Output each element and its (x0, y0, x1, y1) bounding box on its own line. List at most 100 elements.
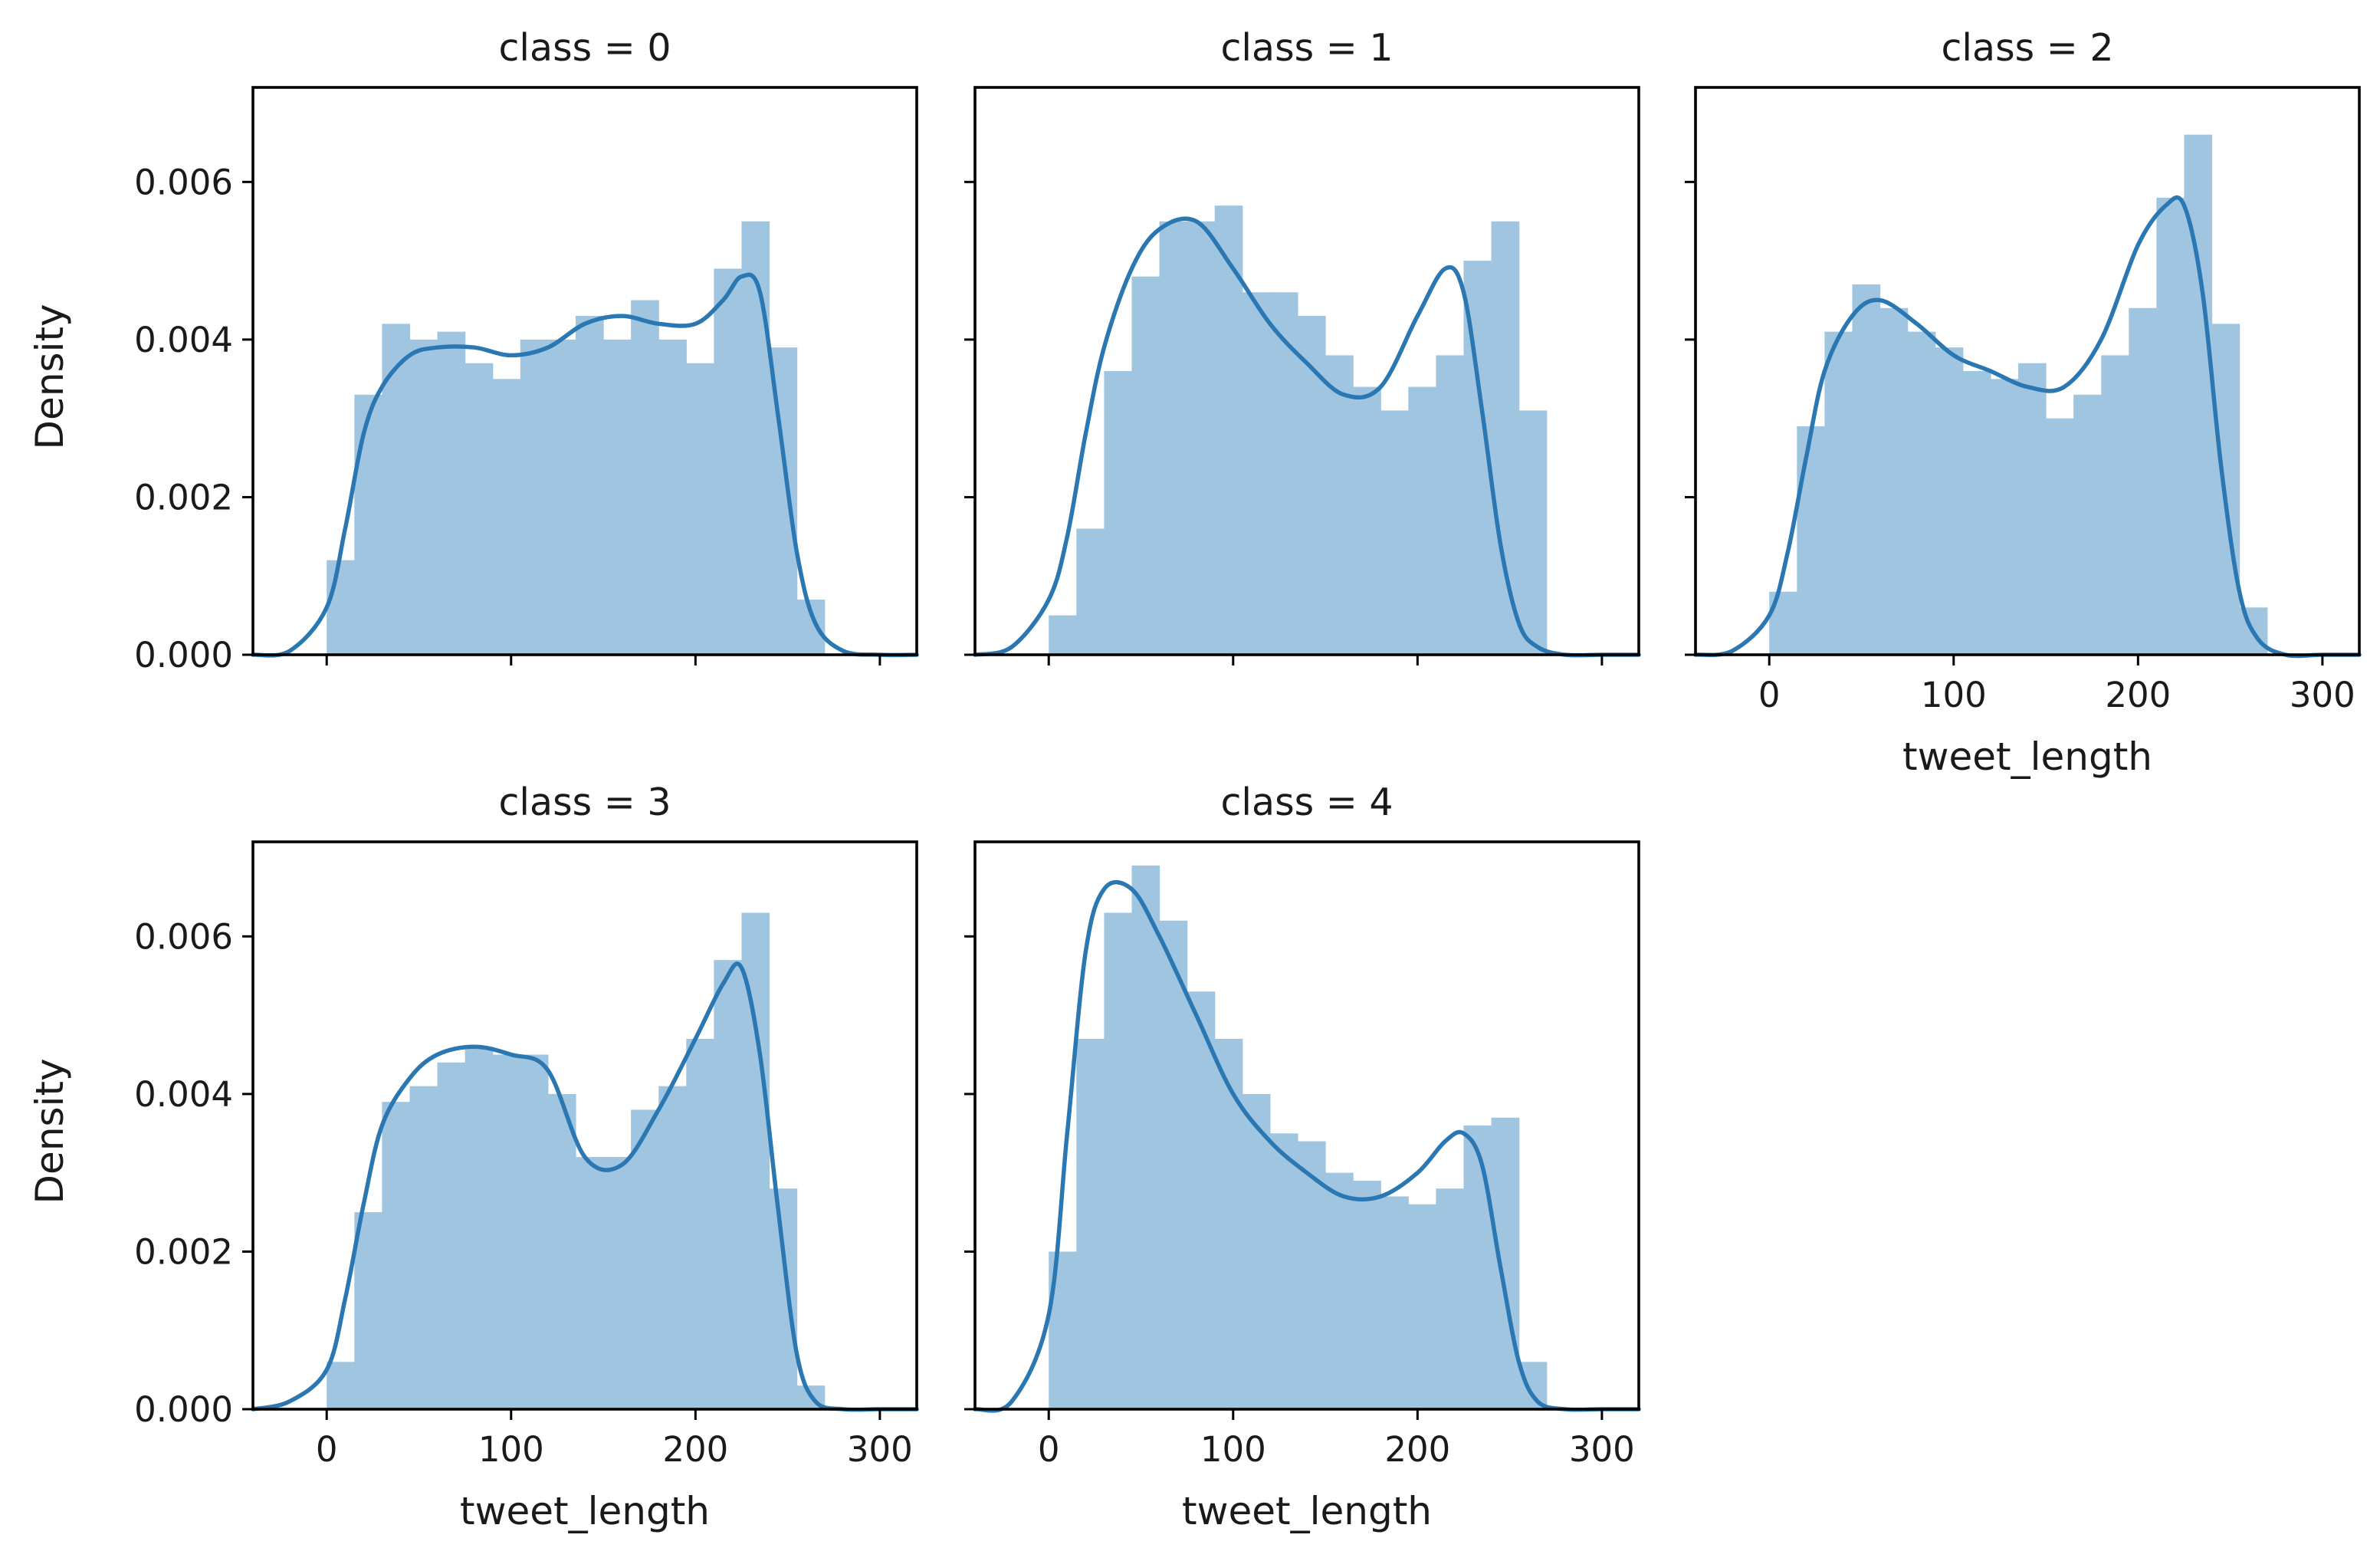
histogram-bar (1879, 307, 1909, 655)
x-axis-label: tweet_length (1182, 1489, 1432, 1533)
histogram-bar (1518, 410, 1548, 655)
histogram-bar (465, 1047, 494, 1409)
histogram-bar (686, 1038, 714, 1409)
x-tick-label: 0 (1758, 675, 1781, 715)
histogram-bar (1353, 1180, 1381, 1409)
x-tick-label: 300 (2290, 675, 2355, 715)
histogram-bar (1797, 426, 1825, 655)
panel-title: class = 1 (1220, 26, 1393, 70)
x-tick-label: 200 (1384, 1429, 1450, 1470)
y-tick-label: 0.004 (134, 1074, 233, 1115)
histogram-bar (492, 379, 521, 655)
facet-panel-3: 0.000 0.002 0.004 0.006 0 100 200 300 class = 3 t… (28, 780, 919, 1533)
histogram-bar (1076, 1038, 1105, 1409)
x-tick-label: 100 (478, 1429, 544, 1470)
histogram-bar (1187, 221, 1216, 655)
histogram-bar (1463, 1126, 1492, 1409)
facet-panel-1: class = 1 (964, 26, 1641, 665)
histogram-bar (2129, 307, 2157, 655)
panel-title: class = 2 (1941, 26, 2113, 70)
y-tick-label: 0.002 (134, 477, 233, 518)
histogram-bar (631, 1109, 659, 1409)
histogram-bar (1935, 347, 1964, 655)
y-tick-label: 0.006 (134, 916, 233, 957)
x-tick-label: 0 (1038, 1429, 1060, 1470)
histogram-bar (2073, 394, 2102, 655)
histogram-bar (437, 331, 466, 655)
kde-curve (973, 216, 1641, 658)
histogram-bar (492, 1054, 521, 1409)
x-tick-label: 300 (847, 1429, 913, 1470)
histogram-bar (1436, 1188, 1465, 1409)
histogram-bar (1518, 1362, 1548, 1409)
kde-curve (251, 272, 919, 658)
axes-frame (973, 840, 1640, 1411)
y-tick-label: 0.002 (134, 1231, 233, 1272)
histogram-bar (769, 1188, 798, 1409)
histogram-bars (1769, 134, 2268, 655)
y-tick-label: 0.006 (134, 162, 233, 202)
histogram-bar (1159, 221, 1188, 655)
histogram-bar (520, 339, 549, 655)
axes-frame (973, 86, 1640, 656)
histogram-bar (1852, 284, 1881, 655)
histogram-bar (603, 1157, 632, 1409)
histogram-bars (327, 912, 826, 1409)
x-tick-label: 200 (2105, 675, 2171, 715)
histogram-bar (1214, 205, 1243, 656)
histogram-bar (686, 363, 714, 655)
histogram-bar (741, 912, 770, 1409)
histogram-bar (1131, 276, 1160, 655)
y-axis-label: Density (28, 304, 72, 449)
histogram-bar (714, 960, 743, 1409)
facet-panel-2: 0 100 200 300 class = 2 tweet_length (1685, 26, 2362, 779)
histogram-bar (631, 300, 659, 655)
histogram-bar (1325, 1172, 1354, 1409)
histogram-bar (1297, 316, 1326, 655)
histogram-bar (465, 363, 494, 655)
histogram-bar (658, 339, 687, 655)
histogram-bar (382, 1102, 411, 1409)
y-axis-label: Density (28, 1058, 72, 1204)
histogram-bar (1214, 1038, 1243, 1409)
histogram-bar (2101, 355, 2129, 655)
x-tick-label: 200 (662, 1429, 728, 1470)
x-tick-label: 0 (316, 1429, 338, 1470)
facet-panel-4: 0 100 200 300 class = 4 tweet_length (964, 780, 1641, 1533)
histogram-bar (1187, 991, 1216, 1409)
histogram-bar (1380, 1196, 1409, 1409)
histogram-bar (1325, 355, 1354, 655)
histogram-bar (1990, 379, 2019, 655)
histogram-bar (575, 1157, 604, 1409)
histogram-bar (658, 1086, 687, 1409)
axes-frame (1694, 86, 2361, 656)
histogram-bar (1269, 292, 1298, 655)
histogram-bar (354, 394, 382, 655)
histogram-bar (714, 268, 743, 655)
panel-title: class = 3 (498, 780, 671, 824)
histogram-bar (437, 1062, 466, 1409)
histogram-bar (603, 339, 632, 655)
histogram-bar (1491, 221, 1520, 655)
histogram-bar (1408, 1204, 1436, 1409)
x-tick-label: 100 (1921, 675, 1987, 715)
panel-title: class = 0 (498, 26, 671, 70)
facet-panel-0: 0.000 0.002 0.004 0.006 class = 0 Density (28, 26, 919, 675)
x-tick-label: 100 (1200, 1429, 1266, 1470)
histogram-bar (1104, 371, 1133, 655)
histogram-bars (1049, 865, 1548, 1409)
histogram-bar (520, 1054, 549, 1409)
y-tick-label: 0.004 (134, 320, 233, 360)
y-tick-label: 0.000 (134, 1389, 233, 1430)
histogram-bar (2017, 363, 2047, 655)
histogram-bar (1242, 1093, 1271, 1409)
histogram-bar (1380, 410, 1409, 655)
histogram-bar (1824, 331, 1853, 655)
histogram-bars (1049, 205, 1548, 656)
histogram-bar (547, 1093, 576, 1409)
y-tick-label: 0.000 (134, 635, 233, 675)
kde-curve (251, 961, 919, 1412)
x-tick-label: 300 (1569, 1429, 1635, 1470)
histogram-bar (1269, 1133, 1298, 1409)
